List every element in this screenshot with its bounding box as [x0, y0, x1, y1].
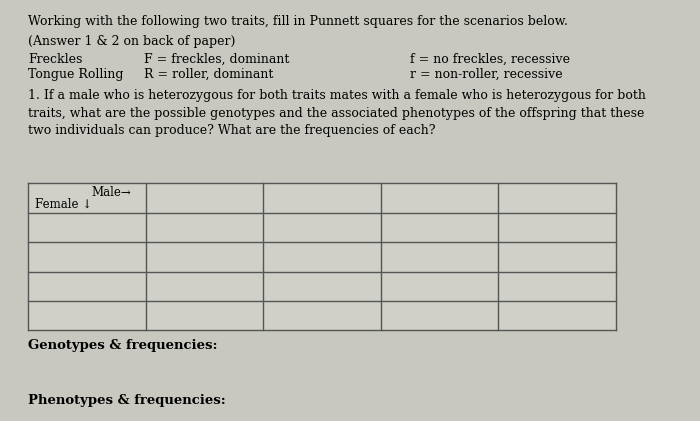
Text: 1. If a male who is heterozygous for both traits mates with a female who is hete: 1. If a male who is heterozygous for bot… [28, 89, 646, 137]
Text: f = no freckles, recessive: f = no freckles, recessive [410, 53, 570, 66]
Text: R = roller, dominant: R = roller, dominant [144, 68, 273, 81]
Text: Male→: Male→ [92, 186, 132, 199]
Text: Freckles: Freckles [28, 53, 83, 66]
Text: Working with the following two traits, fill in Punnett squares for the scenarios: Working with the following two traits, f… [28, 15, 568, 28]
Text: F = freckles, dominant: F = freckles, dominant [144, 53, 289, 66]
Text: Phenotypes & frequencies:: Phenotypes & frequencies: [28, 394, 225, 407]
Bar [28, 183, 616, 330]
Text: Female ↓: Female ↓ [35, 198, 92, 211]
Text: (Answer 1 & 2 on back of paper): (Answer 1 & 2 on back of paper) [28, 35, 235, 48]
Text: Genotypes & frequencies:: Genotypes & frequencies: [28, 339, 218, 352]
Text: Tongue Rolling: Tongue Rolling [28, 68, 123, 81]
Text: r = non-roller, recessive: r = non-roller, recessive [410, 68, 562, 81]
